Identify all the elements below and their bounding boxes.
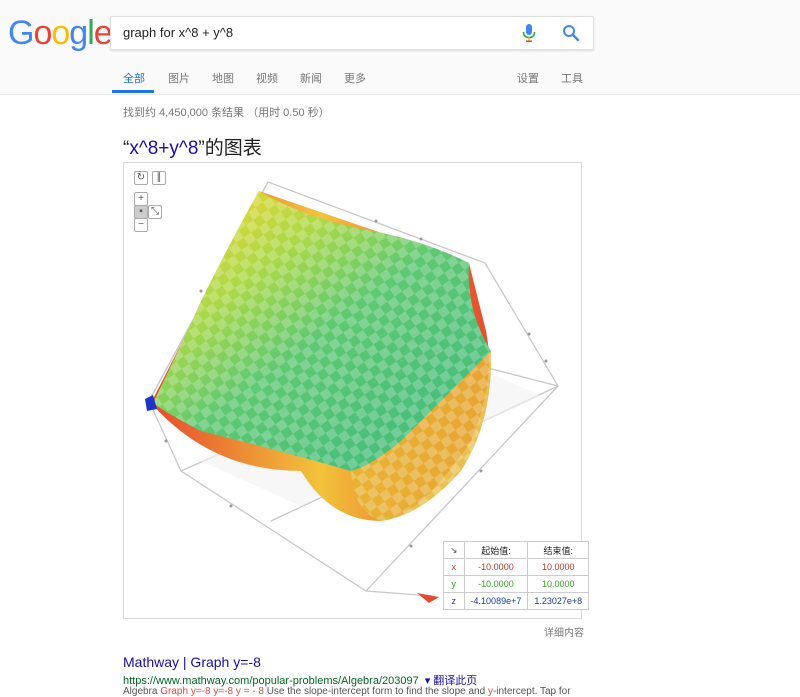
camera-icon[interactable]: ▪ [134,205,148,219]
zoom-out-button[interactable]: − [134,218,148,232]
result-url-text: https://www.mathway.com/popular-problems… [123,675,419,687]
axis-label: x [443,558,465,576]
more-info-link[interactable]: 详细内容 [544,628,584,639]
snippet-text: -intercept. Tap for [492,686,571,697]
graph-title-open: “ [123,138,130,159]
range-end-header: 结束值: [527,541,590,559]
graph-title-close: ”的图表 [198,138,262,159]
axes-icon[interactable]: ⤡ [148,205,162,219]
range-start-input[interactable]: -10.0000 [463,558,529,576]
range-start-input[interactable]: -10.0000 [463,575,529,593]
range-end-input[interactable]: 10.0000 [527,558,590,576]
tab-maps[interactable]: 地图 [212,73,234,85]
axis-label: y [443,575,465,593]
result-stats: 找到约 4,450,000 条结果 （用时 0.50 秒） [123,107,330,119]
range-corner-icon: ↘ [443,541,465,559]
microphone-icon[interactable] [522,24,536,42]
graph-title: “x^8+y^8”的图表 [123,133,262,160]
search-tabs: 全部 图片 地图 视频 新闻 更多 设置 工具 [0,60,800,94]
result-title-link[interactable]: Mathway | Graph y=-8 [123,654,261,670]
surface-plot[interactable] [124,163,581,618]
search-box[interactable] [110,16,594,50]
corner-minimum [145,395,157,411]
result-url: https://www.mathway.com/popular-problems… [123,672,477,688]
range-start-input[interactable]: -4.10089e+7 [463,592,529,610]
header: Google 全部 图片 地图 视频 新闻 更多 设置 工具 [0,0,800,95]
snippet-text: Use the slope-intercept form to find the… [263,686,488,697]
snippet-text: Algebra [123,686,161,697]
zoom-in-button[interactable]: + [134,192,148,206]
pause-button[interactable]: ∥ [152,171,166,185]
search-input[interactable] [123,17,503,49]
surface-front-checker [351,351,492,521]
graph-expression: x^8+y^8 [129,138,199,159]
google-logo[interactable]: Google [8,14,113,52]
range-table: ↘ 起始值: 结束值: x -10.0000 10.0000 y -10.000… [443,541,590,610]
range-end-input[interactable]: 10.0000 [527,575,590,593]
tab-videos[interactable]: 视频 [256,73,278,85]
tab-all[interactable]: 全部 [123,73,145,85]
graph-widget[interactable]: ↻ ∥ + ▪ ⤡ − ↘ 起始值: 结束值: x -10.0000 10.00… [123,162,590,619]
result-snippet: Algebra Graph y=-8 y=-8 y = - 8 Use the … [123,686,571,697]
tab-more[interactable]: 更多 [344,73,366,85]
range-row-y: y -10.0000 10.0000 [443,575,590,593]
snippet-highlight: y [487,686,493,697]
active-tab-indicator [112,90,154,93]
range-table-header: ↘ 起始值: 结束值: [443,541,590,559]
surface-checker [153,191,491,471]
reset-button[interactable]: ↻ [134,171,148,185]
translate-link[interactable]: ▾ 翻译此页 [424,675,478,687]
tools-link[interactable]: 工具 [561,73,583,85]
tab-news[interactable]: 新闻 [300,73,322,85]
axis-ticks [164,219,548,548]
search-icon[interactable] [562,24,580,42]
range-end-input[interactable]: 1.23027e+8 [527,592,590,610]
range-row-x: x -10.0000 10.0000 [443,558,590,576]
tab-images[interactable]: 图片 [168,73,190,85]
snippet-highlight: y=-8 y = - 8 [213,686,264,697]
range-start-header: 起始值: [463,541,529,559]
axis-label: z [443,592,465,610]
snippet-highlight: Graph y=-8 [160,686,211,697]
corner-maximum [417,593,439,603]
settings-link[interactable]: 设置 [517,73,539,85]
range-row-z: z -4.10089e+7 1.23027e+8 [443,592,590,610]
